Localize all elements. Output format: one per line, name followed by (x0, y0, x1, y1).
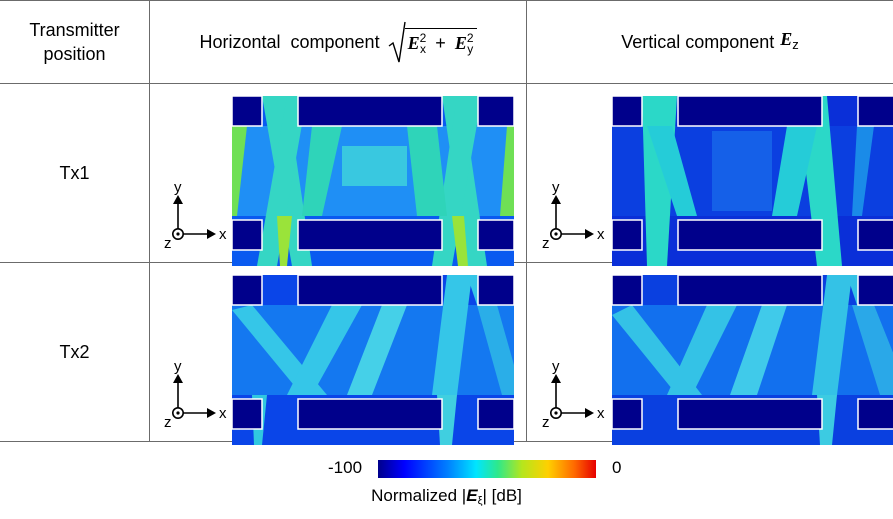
math-e-x: E (407, 32, 420, 53)
colorbar-title-sub: ξ (477, 495, 483, 507)
math-e-z-group: Ez (780, 27, 799, 57)
math-plus: + (435, 32, 446, 53)
colorbar (378, 460, 596, 478)
colorbar-title-suffix: | [dB] (482, 486, 522, 505)
header-horizontal-component: Horizontal component E 2 x + E 2 y (150, 0, 526, 83)
colorbar-title-prefix: Normalized | (371, 486, 467, 505)
axis-label-x: x (219, 226, 227, 243)
table-col-divider-1 (149, 0, 150, 442)
header-transmitter-line1: Transmitter (29, 19, 120, 40)
math-e-z: E (780, 28, 793, 49)
sqrt-radical-icon (388, 21, 406, 62)
header-transmitter-line2: position (43, 43, 106, 64)
coordinate-axes-icon: y x z (164, 358, 227, 427)
table-rule-header (0, 83, 893, 84)
sqrt-expression: E 2 x + E 2 y (388, 20, 477, 64)
axis-label-y: y (174, 358, 182, 375)
axis-label-y: y (552, 358, 560, 375)
axis-label-z: z (542, 414, 550, 427)
math-sub-x: x (419, 42, 426, 57)
colorbar-title: Normalized |Eξ| [dB] (0, 486, 893, 507)
table-border-top (0, 0, 893, 1)
results-table: Transmitter position Horizontal componen… (0, 0, 893, 445)
field-map-tx1-vertical (612, 96, 893, 266)
axis-label-x: x (597, 405, 605, 422)
header-transmitter-position: Transmitter position (0, 0, 149, 83)
math-e-y: E (454, 32, 467, 53)
colorbar-min-label: -100 (328, 458, 363, 477)
row-label-tx2: Tx2 (59, 341, 90, 362)
axis-label-y: y (174, 179, 182, 196)
header-vertical-text: Vertical component (621, 31, 775, 52)
field-map-tx1-horizontal (232, 96, 514, 266)
axis-label-x: x (597, 226, 605, 243)
field-map-tx2-vertical (612, 275, 893, 445)
colorbar-max-label: 0 (612, 458, 622, 477)
coordinate-axes-icon: y x z (542, 179, 605, 248)
table-col-divider-2 (526, 0, 527, 442)
axis-label-z: z (164, 414, 172, 427)
axis-label-y: y (552, 179, 560, 196)
math-sub-y: y (467, 42, 474, 57)
header-vertical-component: Vertical component Ez (527, 0, 893, 83)
colorbar-title-symbol: E (466, 486, 478, 505)
math-sup-x: 2 (419, 31, 427, 46)
axis-label-z: z (164, 235, 172, 248)
coordinate-axes-icon: y x z (542, 358, 605, 427)
coordinate-axes-icon: y x z (164, 179, 227, 248)
math-sub-z: z (792, 36, 799, 52)
header-horizontal-text: Horizontal component (199, 31, 380, 52)
row-label-tx1: Tx1 (59, 162, 90, 183)
axis-label-x: x (219, 405, 227, 422)
math-sup-y: 2 (466, 31, 474, 46)
field-map-tx2-horizontal (232, 275, 514, 445)
axis-label-z: z (542, 235, 550, 248)
